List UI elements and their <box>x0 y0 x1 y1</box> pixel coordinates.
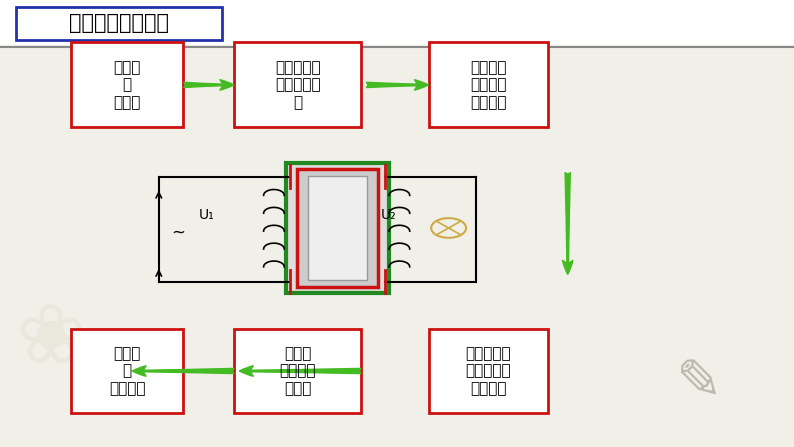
FancyBboxPatch shape <box>308 176 367 280</box>
Text: 在铁芯中
产生变化
的磁通量: 在铁芯中 产生变化 的磁通量 <box>470 60 507 110</box>
FancyBboxPatch shape <box>71 42 183 127</box>
Text: ~: ~ <box>172 224 186 241</box>
Text: U₂: U₂ <box>381 207 397 222</box>
Text: 原线圈中的
磁场发生改
变: 原线圈中的 磁场发生改 变 <box>275 60 321 110</box>
Text: U₁: U₁ <box>198 207 214 222</box>
FancyBboxPatch shape <box>0 0 794 45</box>
FancyBboxPatch shape <box>71 329 183 413</box>
FancyBboxPatch shape <box>297 169 378 287</box>
FancyBboxPatch shape <box>429 42 548 127</box>
Text: 原线圈
接
交流电: 原线圈 接 交流电 <box>114 60 141 110</box>
Text: 副线圈中的
磁通量随之
发生改变: 副线圈中的 磁通量随之 发生改变 <box>465 346 511 396</box>
Text: 变压器的工作原理: 变压器的工作原理 <box>69 13 169 33</box>
Text: ✎: ✎ <box>676 357 722 411</box>
FancyBboxPatch shape <box>234 329 361 413</box>
FancyBboxPatch shape <box>234 42 361 127</box>
FancyBboxPatch shape <box>286 163 389 293</box>
FancyBboxPatch shape <box>429 329 548 413</box>
FancyBboxPatch shape <box>16 7 222 40</box>
Text: ❀: ❀ <box>16 299 86 380</box>
Text: 副线圈
产生感应
电动势: 副线圈 产生感应 电动势 <box>279 346 316 396</box>
Text: 副线圈
有
感应电流: 副线圈 有 感应电流 <box>109 346 145 396</box>
